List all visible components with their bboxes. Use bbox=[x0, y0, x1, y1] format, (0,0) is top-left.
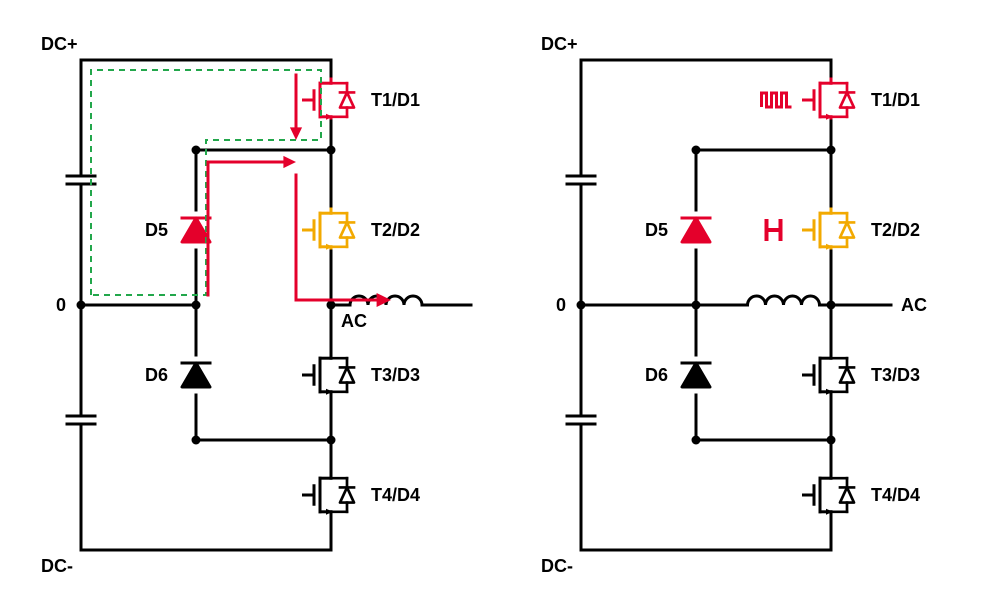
label-t3d3: T3/D3 bbox=[871, 365, 920, 385]
label-t4d4: T4/D4 bbox=[871, 485, 920, 505]
label-d6: D6 bbox=[644, 365, 667, 385]
label-dc-minus: DC- bbox=[541, 556, 573, 576]
commutation-loop bbox=[91, 70, 321, 295]
label-t2d2: T2/D2 bbox=[871, 220, 920, 240]
label-t1d1: T1/D1 bbox=[371, 90, 420, 110]
left-circuit: DC+ DC- 0 T1/D1 T2/D2 T3/D3 T4/D4 D5 D6 AC bbox=[21, 20, 481, 581]
label-ac: AC bbox=[341, 311, 367, 331]
circuits-container: DC+ DC- 0 T1/D1 T2/D2 T3/D3 T4/D4 D5 D6 AC DC+ DC-… bbox=[20, 20, 981, 581]
right-circuit: DC+ DC- 0 T1/D1 T2/D2 T3/D3 T4/D4 D5 D6 AC bbox=[521, 20, 981, 581]
label-zero: 0 bbox=[556, 295, 566, 315]
label-t1d1: T1/D1 bbox=[871, 90, 920, 110]
label-t4d4: T4/D4 bbox=[371, 485, 420, 505]
label-dc-minus: DC- bbox=[41, 556, 73, 576]
label-d6: D6 bbox=[144, 365, 167, 385]
label-t2d2: T2/D2 bbox=[371, 220, 420, 240]
label-d5: D5 bbox=[644, 220, 667, 240]
label-dc-plus: DC+ bbox=[541, 34, 578, 54]
label-ac: AC bbox=[901, 295, 927, 315]
label-d5: D5 bbox=[144, 220, 167, 240]
label-zero: 0 bbox=[56, 295, 66, 315]
label-dc-plus: DC+ bbox=[41, 34, 78, 54]
label-t3d3: T3/D3 bbox=[371, 365, 420, 385]
